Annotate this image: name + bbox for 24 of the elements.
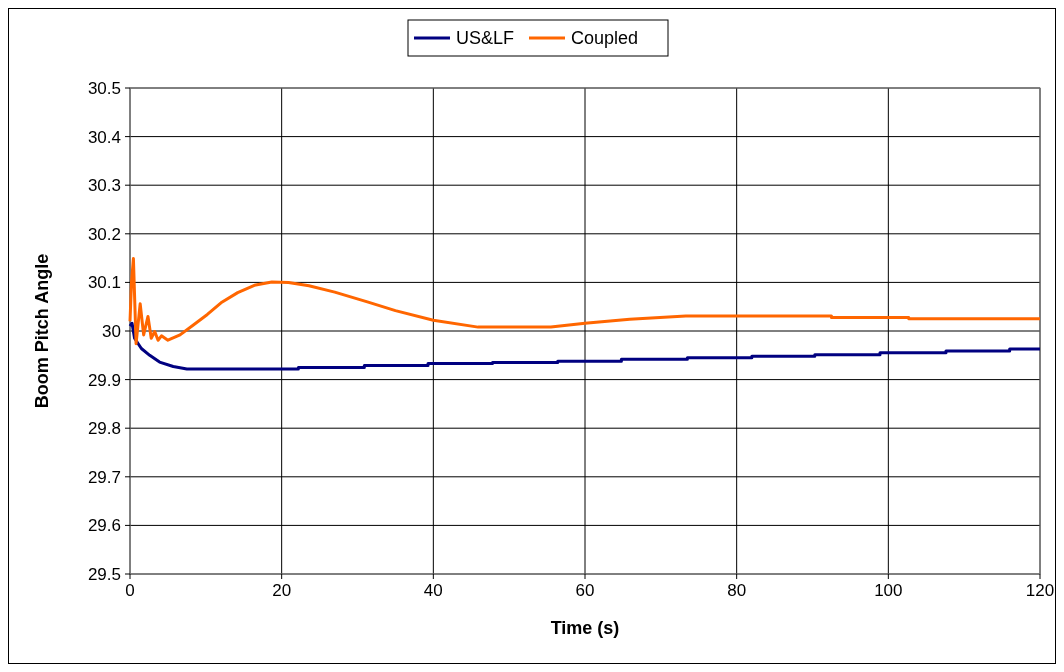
x-axis-title: Time (s) <box>550 618 620 638</box>
legend-label: Coupled <box>571 28 639 48</box>
y-tick-label: 29.8 <box>87 419 121 439</box>
x-tick-label: 80 <box>727 581 747 600</box>
x-tick-label: 60 <box>575 581 595 600</box>
line-series <box>128 321 1042 371</box>
line-series <box>128 257 1042 346</box>
y-tick-label: 30.3 <box>87 176 121 196</box>
y-tick-label: 30.2 <box>87 224 121 244</box>
y-tick-label: 29.7 <box>87 467 121 487</box>
x-tick-label: 0 <box>125 581 135 600</box>
y-tick-label: 29.5 <box>87 565 121 584</box>
y-tick-label: 29.9 <box>87 370 121 390</box>
y-tick-label: 29.6 <box>87 516 121 536</box>
y-axis-title: Boom Pitch Angle <box>32 253 52 409</box>
x-tick-label: 20 <box>272 581 292 600</box>
y-tick-label: 30.5 <box>87 79 121 98</box>
legend-label: US&LF <box>456 28 515 48</box>
x-tick-label: 120 <box>1025 581 1055 600</box>
y-tick-label: 30.1 <box>87 273 121 293</box>
y-tick-label: 30 <box>102 322 121 341</box>
y-tick-label: 30.4 <box>87 127 121 147</box>
x-tick-label: 40 <box>423 581 443 600</box>
x-tick-label: 100 <box>874 581 903 600</box>
